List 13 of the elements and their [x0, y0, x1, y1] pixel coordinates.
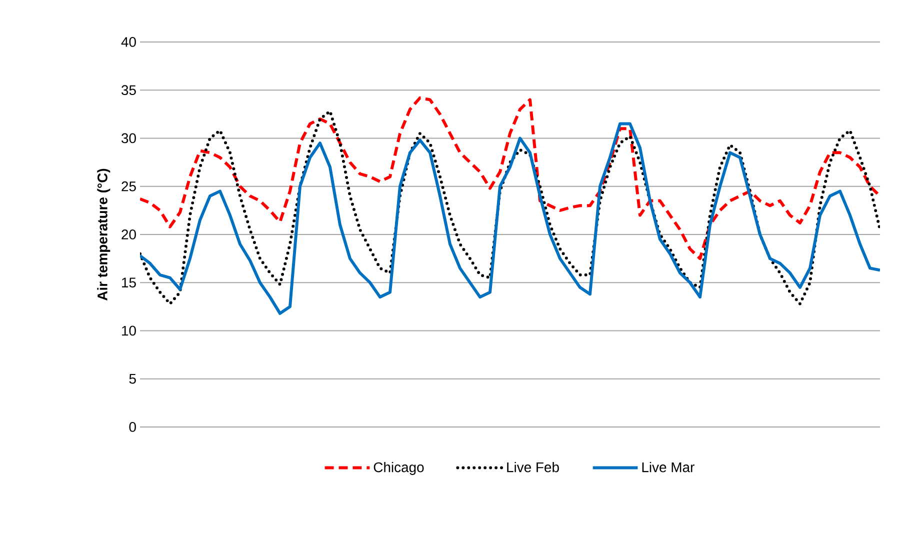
y-tick-label: 10 [122, 326, 136, 336]
y-tick-label: 15 [122, 278, 136, 288]
y-axis-title: Air temperature (°C) [97, 168, 110, 300]
y-tick-label: 25 [122, 181, 136, 192]
y-tick-label: 0 [129, 422, 136, 432]
y-tick-label: 20 [122, 230, 136, 240]
legend-label: Chicago [374, 462, 424, 475]
y-tick-label: 35 [122, 85, 136, 96]
y-tick-label: 5 [129, 374, 136, 384]
y-tick-label: 40 [121, 37, 136, 47]
legend-label: Live Feb [507, 462, 559, 472]
legend-label: Live Mar [642, 462, 694, 472]
y-tick-label: 30 [122, 133, 136, 144]
